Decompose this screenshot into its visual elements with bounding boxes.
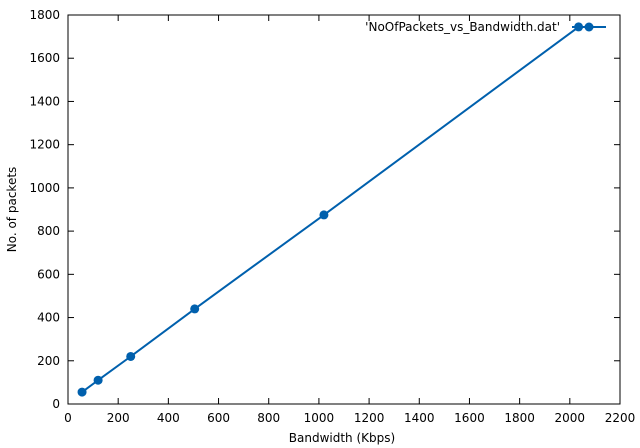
x-tick-label: 1600 xyxy=(454,411,485,425)
y-tick-label: 1200 xyxy=(29,138,60,152)
y-tick-label: 200 xyxy=(37,354,60,368)
x-axis-title: Bandwidth (Kbps) xyxy=(289,431,395,445)
y-tick-label: 1800 xyxy=(29,8,60,22)
y-tick-label: 1400 xyxy=(29,94,60,108)
x-tick-label: 1400 xyxy=(404,411,435,425)
x-tick-label: 0 xyxy=(64,411,72,425)
x-tick-label: 200 xyxy=(107,411,130,425)
legend-label: 'NoOfPackets_vs_Bandwidth.dat' xyxy=(365,20,560,34)
x-tick-label: 1200 xyxy=(354,411,385,425)
y-tick-label: 400 xyxy=(37,311,60,325)
data-point xyxy=(190,304,200,314)
y-axis-title: No. of packets xyxy=(5,167,19,253)
series-line xyxy=(81,26,580,393)
x-tick-label: 400 xyxy=(157,411,180,425)
x-tick-label: 800 xyxy=(257,411,280,425)
x-tick-label: 600 xyxy=(207,411,230,425)
x-tick-label: 2200 xyxy=(605,411,636,425)
x-axis: 0 200 400 600 800 1000 1200 1400 1600 1800 2000 220… xyxy=(64,15,635,425)
y-tick-label: 1600 xyxy=(29,51,60,65)
data-point xyxy=(319,210,329,220)
y-tick-label: 0 xyxy=(52,397,60,411)
legend: 'NoOfPackets_vs_Bandwidth.dat' xyxy=(365,20,606,34)
y-axis: 0 200 400 600 800 1000 1200 1400 1600 1800 xyxy=(29,8,620,411)
series-layer xyxy=(77,22,584,397)
legend-marker-sample xyxy=(584,22,594,32)
x-tick-label: 2000 xyxy=(555,411,586,425)
y-tick-label: 600 xyxy=(37,267,60,281)
x-tick-label: 1000 xyxy=(304,411,335,425)
data-point xyxy=(126,351,136,361)
y-tick-label: 1000 xyxy=(29,181,60,195)
y-tick-label: 800 xyxy=(37,224,60,238)
data-point xyxy=(93,375,103,385)
plot-frame xyxy=(67,14,621,405)
data-point xyxy=(77,387,87,397)
x-tick-label: 1800 xyxy=(504,411,535,425)
